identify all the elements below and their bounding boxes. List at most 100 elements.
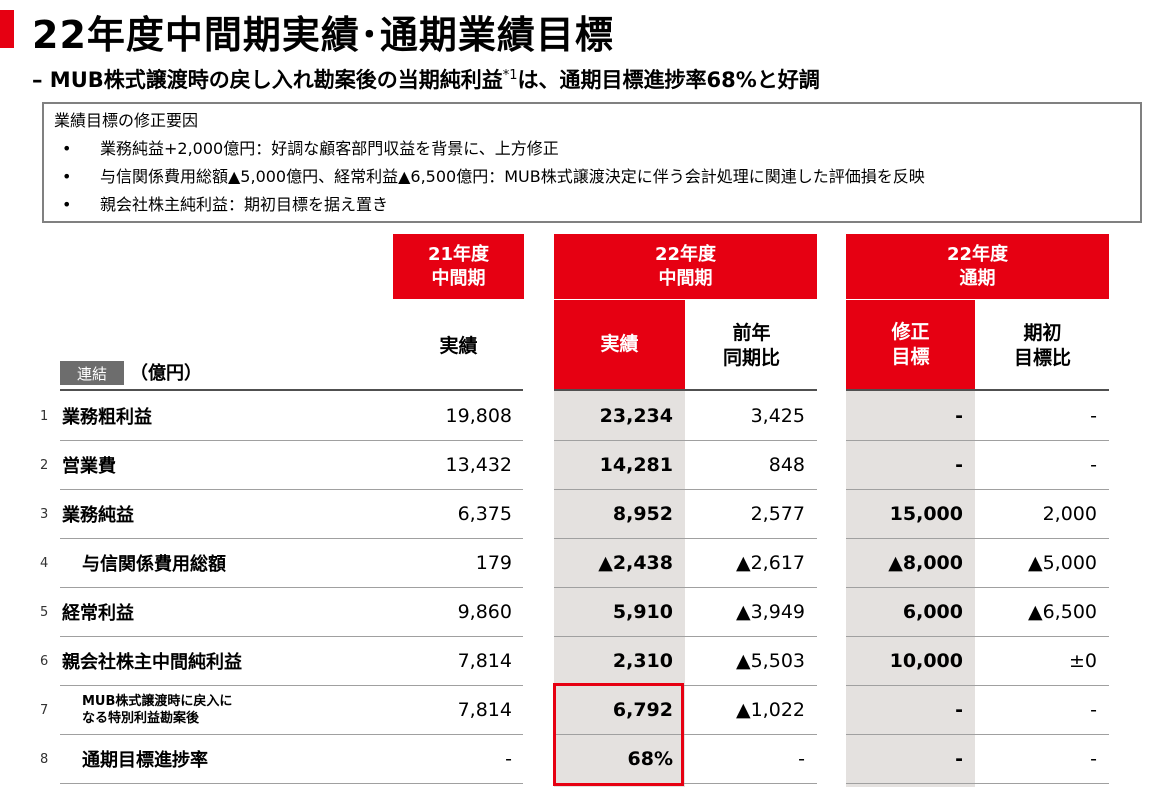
row-divider xyxy=(554,538,817,539)
table-cell-c4: ▲8,000 xyxy=(888,552,963,574)
row-number: 5 xyxy=(40,604,49,620)
table-cell-c3: ▲2,617 xyxy=(735,552,805,574)
row-divider xyxy=(554,489,817,490)
table-cell-c1: 7,814 xyxy=(457,650,512,672)
table-cell-c5: ▲6,500 xyxy=(1027,601,1097,623)
row-number: 6 xyxy=(40,653,49,669)
unit-label: （億円） xyxy=(130,363,202,384)
row-divider xyxy=(60,538,523,539)
consolidated-badge: 連結 xyxy=(60,361,124,385)
subheader-fy21-actual: 実績 xyxy=(439,334,478,357)
row-name: 親会社株主中間純利益 xyxy=(62,652,242,673)
table-cell-c3: ▲1,022 xyxy=(735,699,805,721)
row-label: 3 業務純益 xyxy=(40,490,134,538)
row-name: 業務粗利益 xyxy=(62,407,152,428)
subtitle-footnote-mark: *1 xyxy=(502,68,518,83)
table-cell-c5: ±0 xyxy=(1068,650,1097,672)
page-title: 22年度中間期実績･通期業績目標 xyxy=(32,13,614,57)
fy22-revised-shade xyxy=(846,391,975,787)
subheader-fy22-yoy: 前年 同期比 xyxy=(722,322,780,369)
row-divider xyxy=(60,685,523,686)
row-label: 6 親会社株主中間純利益 xyxy=(40,637,242,685)
table-cell-c4: - xyxy=(955,405,963,427)
table-cell-c1: 7,814 xyxy=(457,699,512,721)
table-cell-c2: 8,952 xyxy=(612,503,673,525)
table-cell-c4: - xyxy=(955,699,963,721)
revision-factor-item: 与信関係費用総額▲5,000億円、経常利益▲6,500億円：MUB株式譲渡決定に… xyxy=(54,163,1130,191)
row-divider xyxy=(554,783,817,784)
table-cell-c3: - xyxy=(798,748,805,770)
row-divider xyxy=(846,783,1109,784)
revision-factor-item: 親会社株主純利益：期初目標を据え置き xyxy=(54,191,1130,219)
row-divider xyxy=(846,538,1109,539)
table-cell-c1: 179 xyxy=(475,552,512,574)
row-divider xyxy=(846,587,1109,588)
row-number: 2 xyxy=(40,457,49,473)
row-divider xyxy=(554,685,817,686)
subheader-fy22-revised: 修正 目標 xyxy=(846,300,975,389)
table-cell-c2: 14,281 xyxy=(599,454,673,476)
table-cell-c4: 10,000 xyxy=(889,650,963,672)
row-divider xyxy=(60,440,523,441)
table-cell-c2: 6,792 xyxy=(612,699,673,721)
row-divider xyxy=(60,734,523,735)
table-cell-c5: 2,000 xyxy=(1042,503,1097,525)
row-divider xyxy=(554,587,817,588)
revision-factors-box: 業績目標の修正要因 業務純益+2,000億円：好調な顧客部門収益を背景に、上方修… xyxy=(42,102,1142,223)
table-cell-c4: - xyxy=(955,748,963,770)
row-name: 通期目標進捗率 xyxy=(82,750,208,771)
row-divider xyxy=(846,685,1109,686)
row-divider xyxy=(554,636,817,637)
row-label: 5 経常利益 xyxy=(40,588,134,636)
row-name: 経常利益 xyxy=(62,603,134,624)
row-number: 7 xyxy=(40,702,49,718)
row-divider xyxy=(846,440,1109,441)
row-divider xyxy=(60,783,523,784)
table-cell-c3: ▲3,949 xyxy=(735,601,805,623)
row-divider xyxy=(554,734,817,735)
row-label: 7 MUB株式譲渡時に戻入に なる特別利益勘案後 xyxy=(40,686,232,734)
row-name: 与信関係費用総額 xyxy=(82,554,226,575)
row-divider xyxy=(846,734,1109,735)
row-name: 業務純益 xyxy=(62,505,134,526)
table-cell-c2: 5,910 xyxy=(612,601,673,623)
header-rule xyxy=(554,389,817,391)
table-cell-c3: ▲5,503 xyxy=(735,650,805,672)
header-rule xyxy=(60,389,523,391)
table-cell-c4: 15,000 xyxy=(889,503,963,525)
header-fy22-full: 22年度 通期 xyxy=(846,234,1109,299)
table-cell-c5: - xyxy=(1090,454,1097,476)
row-divider xyxy=(554,440,817,441)
table-cell-c1: - xyxy=(505,748,512,770)
table-cell-c3: 3,425 xyxy=(750,405,805,427)
revision-factors-list: 業務純益+2,000億円：好調な顧客部門収益を背景に、上方修正 与信関係費用総額… xyxy=(54,135,1130,219)
row-divider xyxy=(846,636,1109,637)
table-cell-c2: 2,310 xyxy=(612,650,673,672)
table-cell-c5: - xyxy=(1090,699,1097,721)
table-cell-c5: ▲5,000 xyxy=(1027,552,1097,574)
row-label: 1 業務粗利益 xyxy=(40,392,152,440)
row-label: 8 通期目標進捗率 xyxy=(40,735,208,783)
title-accent-bar xyxy=(0,10,14,48)
row-number: 1 xyxy=(40,408,49,424)
header-fy22-h1: 22年度 中間期 xyxy=(554,234,817,299)
table-cell-c3: 2,577 xyxy=(750,503,805,525)
header-rule xyxy=(846,389,1109,391)
table-cell-c1: 9,860 xyxy=(457,601,512,623)
page-subtitle: – MUB株式譲渡時の戻し入れ勘案後の当期純利益*1は、通期目標進捗率68%と好… xyxy=(32,64,820,94)
table-cell-c5: - xyxy=(1090,405,1097,427)
table-cell-c2: ▲2,438 xyxy=(598,552,673,574)
subtitle-prefix: – MUB株式譲渡時の戻し入れ勘案後の当期純利益 xyxy=(32,68,503,92)
table-cell-c1: 13,432 xyxy=(445,454,512,476)
table-cell-c5: - xyxy=(1090,748,1097,770)
table-cell-c3: 848 xyxy=(768,454,805,476)
fy22-actual-shade xyxy=(554,391,685,787)
row-label: 2 営業費 xyxy=(40,441,116,489)
highlight-box xyxy=(553,683,684,786)
table-cell-c1: 6,375 xyxy=(457,503,512,525)
row-divider xyxy=(846,489,1109,490)
row-number: 8 xyxy=(40,751,49,767)
subheader-fy22-actual: 実績 xyxy=(554,300,685,389)
table-cell-c4: - xyxy=(955,454,963,476)
header-fy21-h1: 21年度 中間期 xyxy=(393,234,524,299)
